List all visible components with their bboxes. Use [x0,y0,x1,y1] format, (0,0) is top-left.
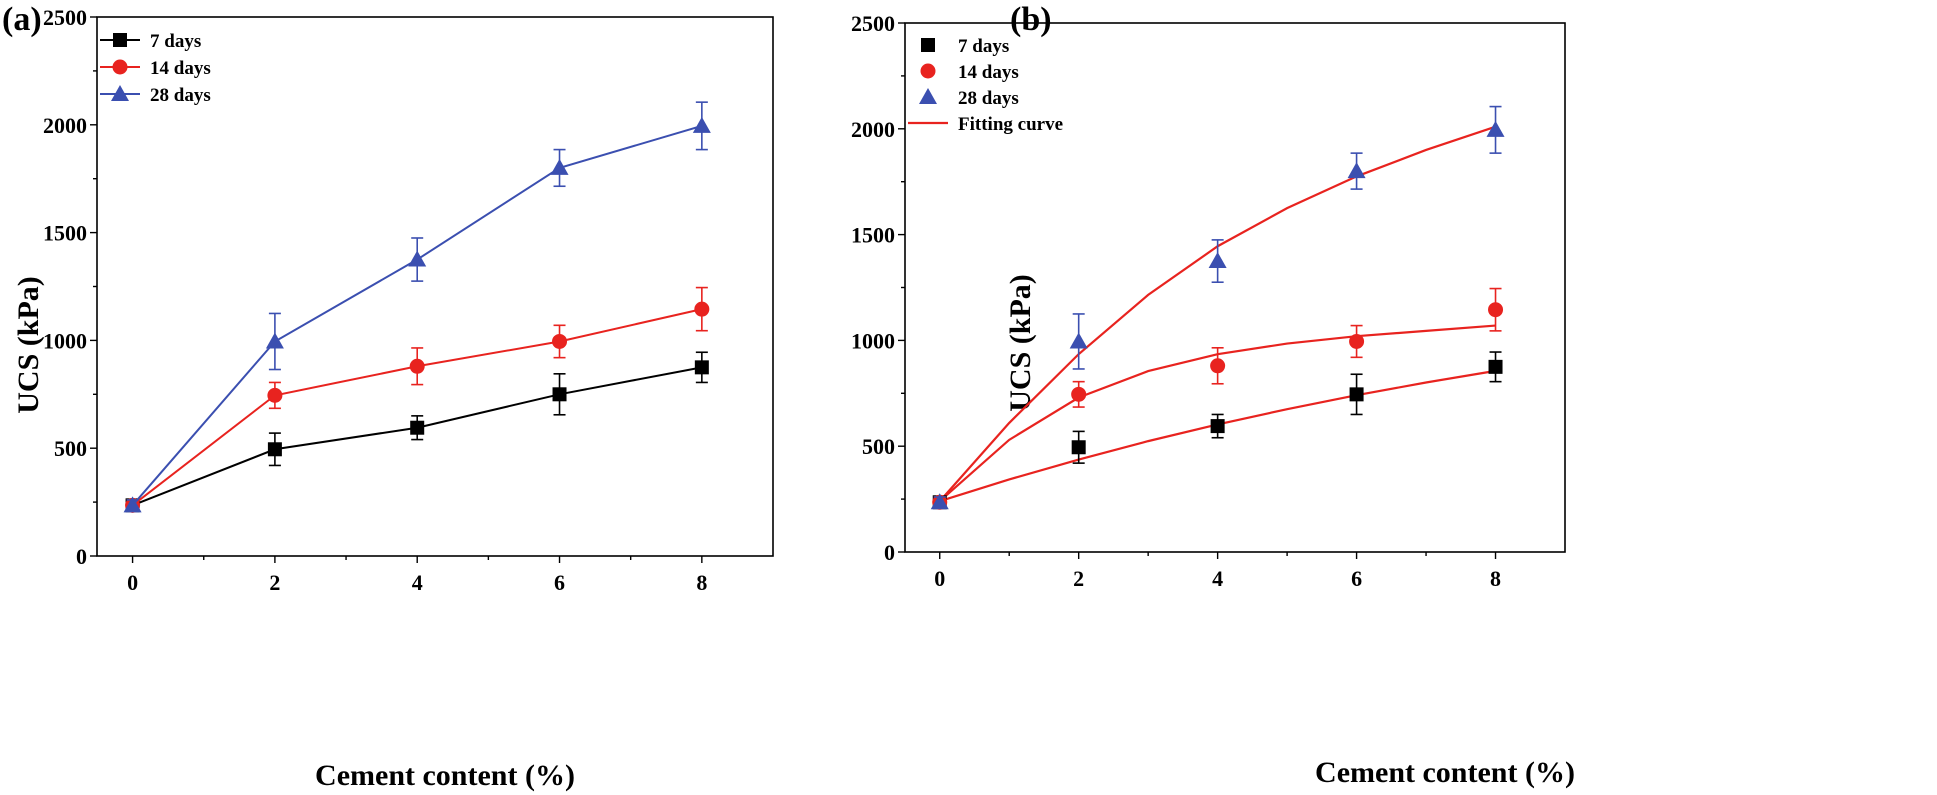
panel-a-x-tick-label: 8 [696,570,707,595]
panel-a-y-tick-label: 2000 [43,113,87,138]
panel-a-x-tick-label: 2 [269,570,280,595]
panel-b-y-tick-label: 2000 [851,117,895,142]
panel-b-y-tick-label: 2500 [851,11,895,36]
panel-b-plot-area: 0 500 1000 1500 2000 2500 0 2 4 6 8 7 days 14 days 28… [851,11,1566,591]
panel-b: (b) UCS (kPa) Cement content (%) 0 500 100… [851,1,1575,789]
panel-a-legend-marker-d28 [111,85,129,101]
panel-a-point-d14 [694,301,710,317]
panel-b-label: (b) [1010,1,1052,38]
panel-b-legend-label-d7: 7 days [958,36,1009,57]
panel-b-point-d28 [1347,162,1366,179]
panel-a-point-d28 [123,496,142,513]
panel-a-legend-marker-d14 [112,59,128,75]
panel-b-y-axis-title: UCS (kPa) [1004,274,1037,412]
panel-b-point-d14 [1071,386,1087,402]
panel-a-point-d7 [694,360,709,375]
panel-a-series-line-d28 [131,124,703,506]
panel-b-legend-marker-d7 [921,38,935,52]
panel-a-y-tick-label: 500 [54,436,87,461]
panel-b-point-d28 [930,493,949,510]
panel-a-y-tick-label: 1000 [43,328,87,353]
panel-b-y-tick-label: 1000 [851,328,895,353]
panel-a-x-tick-label: 0 [127,570,138,595]
panel-a-point-d14 [552,333,568,349]
panel-b-point-d14 [1210,358,1226,374]
panel-b-y-tick-label: 0 [884,540,895,565]
panel-b-point-d7 [1210,419,1225,434]
panel-a-y-tick-label: 1500 [43,221,87,246]
panel-a-point-d7 [410,420,425,435]
panel-a-point-d14 [409,358,425,374]
panel-b-point-d28 [1069,332,1088,349]
panel-b-legend-label-d28: 28 days [958,88,1019,109]
panel-a-point-d28 [408,250,427,267]
panel-a-legend-label-d7: 7 days [150,31,201,52]
panel-b-x-tick-label: 0 [934,566,945,591]
panel-a-y-axis-title: UCS (kPa) [12,276,45,414]
panel-b-point-d28 [1486,120,1505,137]
panel-b-point-d7 [1349,387,1364,402]
panel-a-x-axis-title: Cement content (%) [315,759,575,792]
panel-a-plot-area: 0 500 1000 1500 2000 2500 0 2 4 6 8 7 days 14 days 28… [43,5,774,595]
panel-b-y-tick-label: 1500 [851,223,895,248]
panel-a-x-tick-label: 6 [554,570,565,595]
panel-a-point-d28 [550,158,569,175]
panel-b-point-d14 [1349,333,1365,349]
panel-b-x-axis-title: Cement content (%) [1315,756,1575,789]
panel-b-y-tick-label: 500 [862,434,895,459]
panel-a-y-tick-label: 0 [76,544,87,569]
panel-b-point-d14 [1488,302,1504,318]
panel-a-label: (a) [2,1,42,38]
panel-b-point-d7 [1488,359,1503,374]
panel-a-point-d7 [552,387,567,402]
panel-b-x-tick-label: 2 [1073,566,1084,591]
panel-a-point-d28 [692,116,711,133]
panel-a-legend-label-d28: 28 days [150,85,211,106]
panel-a-y-tick-label: 2500 [43,5,87,30]
panel-b-legend-label-d14: 14 days [958,62,1019,83]
panel-a: (a) UCS (kPa) Cement content (%) 0 500 100… [2,1,774,792]
panel-b-legend-fit-label: Fitting curve [958,114,1063,135]
panel-a-point-d7 [267,442,282,457]
panel-a-point-d14 [267,387,283,403]
panel-b-point-d7 [1071,440,1086,455]
panel-b-x-tick-label: 6 [1351,566,1362,591]
panel-a-legend-marker-d7 [113,33,127,47]
panel-a-x-tick-label: 4 [412,570,423,595]
panel-b-x-tick-label: 8 [1490,566,1501,591]
panel-a-legend-label-d14: 14 days [150,58,211,79]
panel-b-x-tick-label: 4 [1212,566,1223,591]
panel-b-point-d28 [1208,252,1227,269]
panel-a-point-d28 [265,332,284,349]
panel-b-legend-marker-d28 [919,88,937,104]
panel-b-legend-marker-d14 [920,63,936,79]
